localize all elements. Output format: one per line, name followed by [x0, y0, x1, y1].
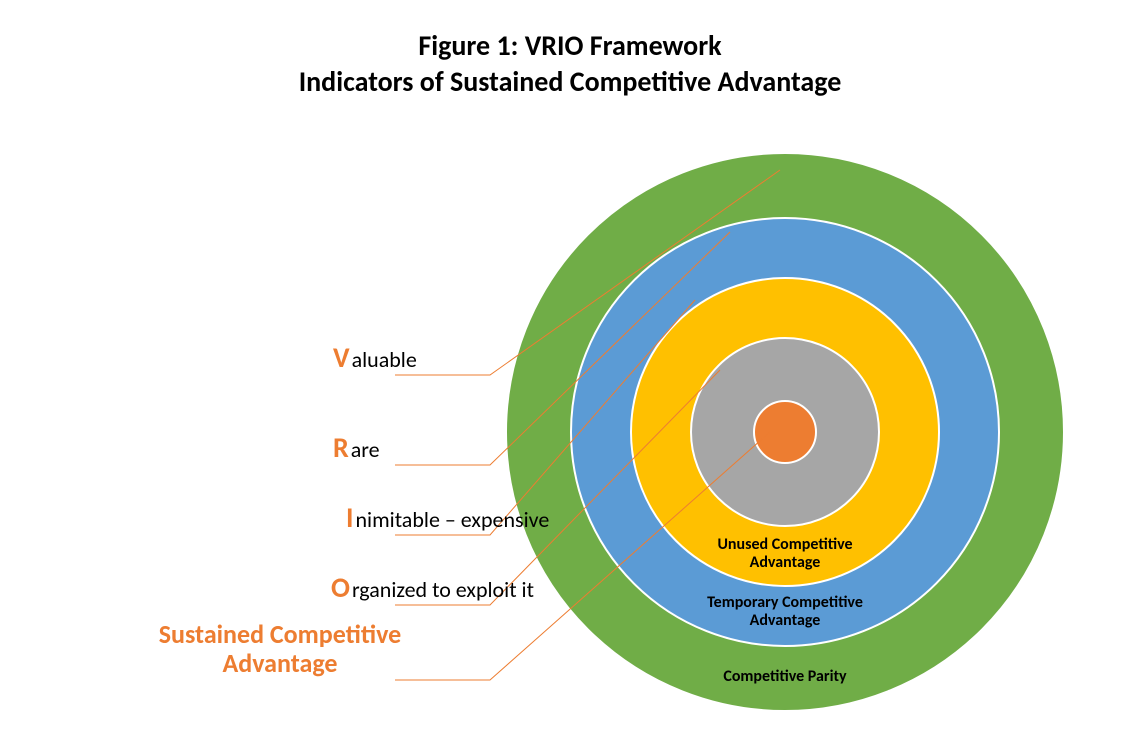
vrio-row-i: I nimitable – expensive [346, 500, 549, 535]
ring-label-unused-l2: Advantage [750, 553, 821, 572]
ring-label-unused: Unused Competitive Advantage [665, 536, 905, 573]
ring-label-parity: Competitive Parity [665, 668, 905, 686]
vrio-word-v: aluable [352, 346, 417, 373]
ring-center [753, 400, 817, 464]
vrio-letter-v: V [333, 340, 350, 375]
vrio-word-r: are [351, 436, 380, 463]
vrio-row-o: O rganized to exploit it [331, 570, 534, 605]
vrio-letter-i: I [346, 500, 353, 535]
vrio-row-v: V aluable [333, 340, 417, 375]
vrio-row-r: R are [333, 430, 380, 465]
vrio-letter-r: R [333, 430, 349, 465]
conclusion-l1: Sustained Competitive [159, 618, 402, 650]
conclusion-l2: Advantage [223, 647, 338, 679]
diagram-stage: Figure 1: VRIO Framework Indicators of S… [0, 0, 1140, 737]
title-line-2: Indicators of Sustained Competitive Adva… [0, 64, 1140, 99]
conclusion-text: Sustained Competitive Advantage [130, 620, 430, 677]
vrio-letter-o: O [331, 570, 350, 605]
vrio-word-i: nimitable – expensive [355, 506, 549, 533]
ring-label-temporary-l2: Advantage [750, 611, 821, 630]
title-line-1: Figure 1: VRIO Framework [0, 28, 1140, 63]
ring-label-temporary-l1: Temporary Competitive [707, 593, 863, 612]
ring-label-unused-l1: Unused Competitive [717, 535, 852, 554]
vrio-word-o: rganized to exploit it [352, 576, 534, 603]
ring-label-temporary: Temporary Competitive Advantage [655, 594, 915, 631]
